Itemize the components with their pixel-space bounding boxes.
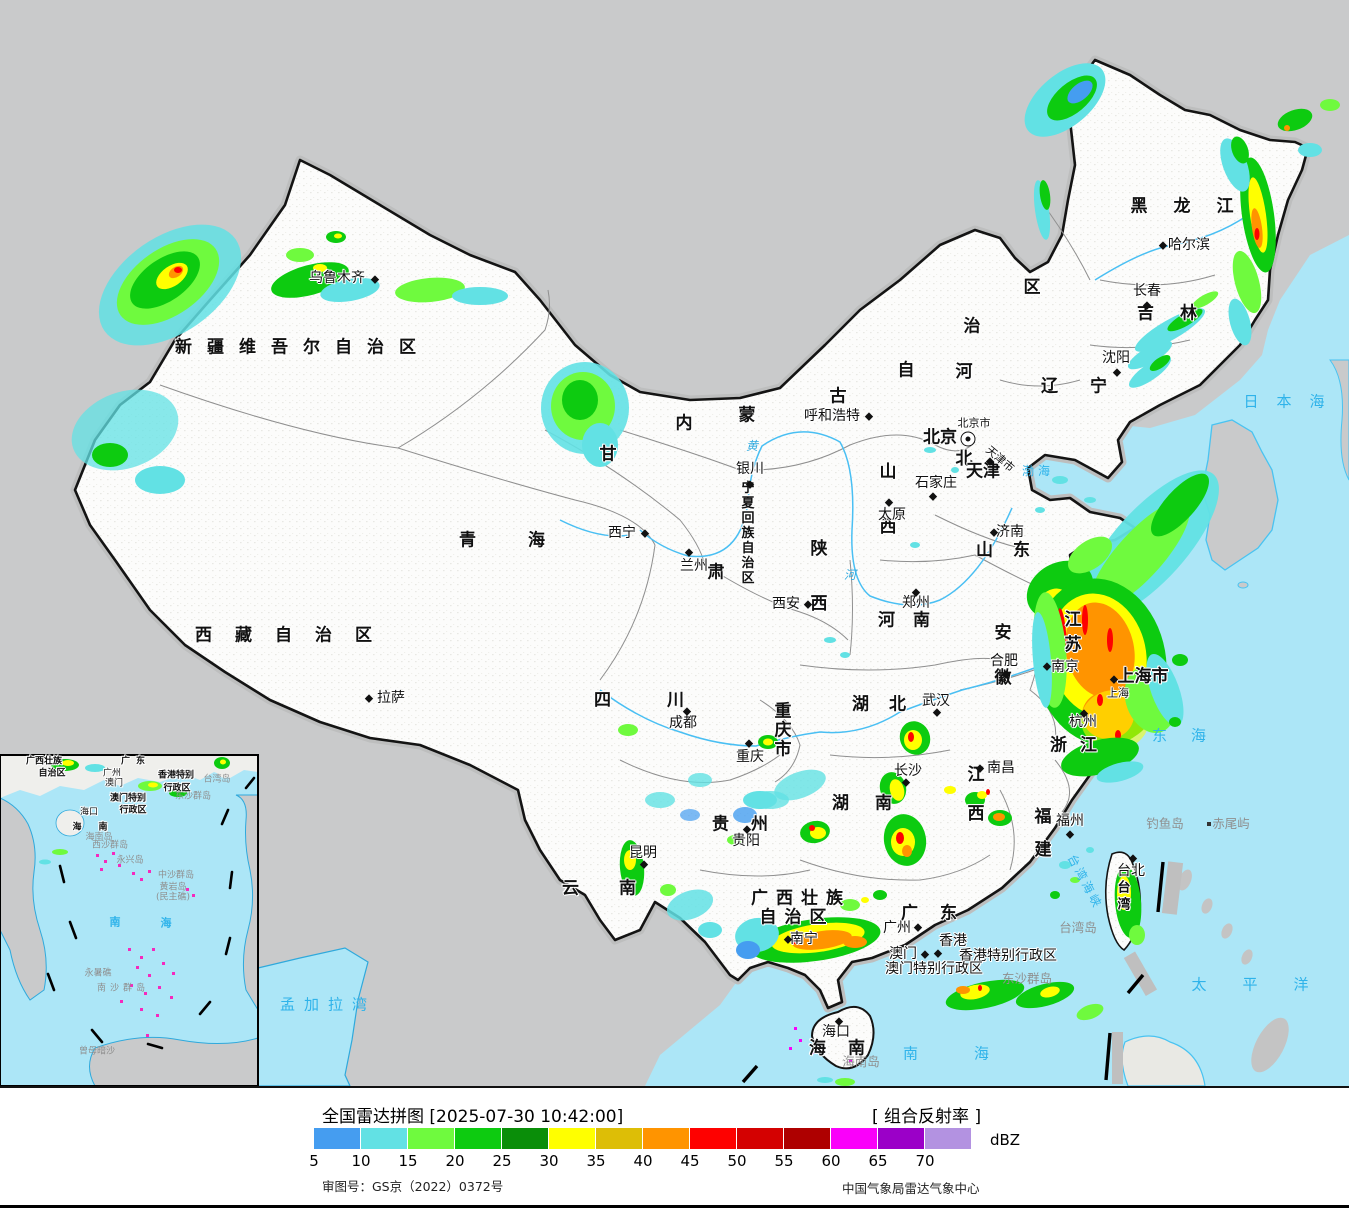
scale-value: 45 xyxy=(680,1152,700,1170)
scale-swatch xyxy=(831,1128,878,1149)
scale-value: 60 xyxy=(821,1152,841,1170)
scale-value: 25 xyxy=(492,1152,512,1170)
mosaic-title: 全国雷达拼图 [2025-07-30 10:42:00] xyxy=(322,1107,624,1127)
scale-value: 65 xyxy=(868,1152,888,1170)
scale-swatch xyxy=(925,1128,972,1149)
scale-swatch xyxy=(408,1128,455,1149)
radar-map-canvas xyxy=(0,55,1349,1086)
reflectivity-colorbar xyxy=(314,1128,972,1149)
scale-value: 10 xyxy=(351,1152,371,1170)
scale-value: 30 xyxy=(539,1152,559,1170)
scale-value: 5 xyxy=(309,1152,319,1170)
rivers xyxy=(559,214,1249,747)
agency-credit: 中国气象局雷达气象中心 xyxy=(842,1181,980,1196)
radar-echoes xyxy=(71,63,1340,1086)
map-area: 新疆维吾尔自治区 西藏自治区 青海内蒙古自治区甘肃宁夏回族自治区 陕西 山西 河北 山东 河南… xyxy=(0,0,1349,1088)
legend-bar: 全国雷达拼图 [2025-07-30 10:42:00] [ 组合反射率 ] d… xyxy=(0,1088,1349,1205)
scale-value: 35 xyxy=(586,1152,606,1170)
scale-swatch xyxy=(361,1128,408,1149)
china-territory xyxy=(70,55,1313,1070)
map-license-number: 审图号：GS京（2022）0372号 xyxy=(322,1179,504,1194)
scale-swatch xyxy=(549,1128,596,1149)
scale-swatch xyxy=(737,1128,784,1149)
product-name: [ 组合反射率 ] xyxy=(872,1107,982,1127)
scale-value: 40 xyxy=(633,1152,653,1170)
scale-swatch xyxy=(502,1128,549,1149)
scale-swatch xyxy=(455,1128,502,1149)
scale-swatch xyxy=(878,1128,925,1149)
scale-swatch xyxy=(314,1128,361,1149)
scale-value: 55 xyxy=(774,1152,794,1170)
scale-swatch xyxy=(690,1128,737,1149)
inset-map xyxy=(0,754,259,1086)
scale-swatch xyxy=(596,1128,643,1149)
colorbar-tick-values: 5 10 15 20 25 30 35 40 45 50 55 60 65 70 xyxy=(0,1152,1349,1172)
scale-value: 70 xyxy=(915,1152,935,1170)
scale-value: 15 xyxy=(398,1152,418,1170)
scale-swatch xyxy=(784,1128,831,1149)
boundary-dashes xyxy=(741,861,1184,1084)
province-borders xyxy=(159,199,1216,881)
scale-value: 50 xyxy=(727,1152,747,1170)
scale-value: 20 xyxy=(445,1152,465,1170)
unit-label: dBZ xyxy=(990,1131,1021,1149)
scale-swatch xyxy=(643,1128,690,1149)
